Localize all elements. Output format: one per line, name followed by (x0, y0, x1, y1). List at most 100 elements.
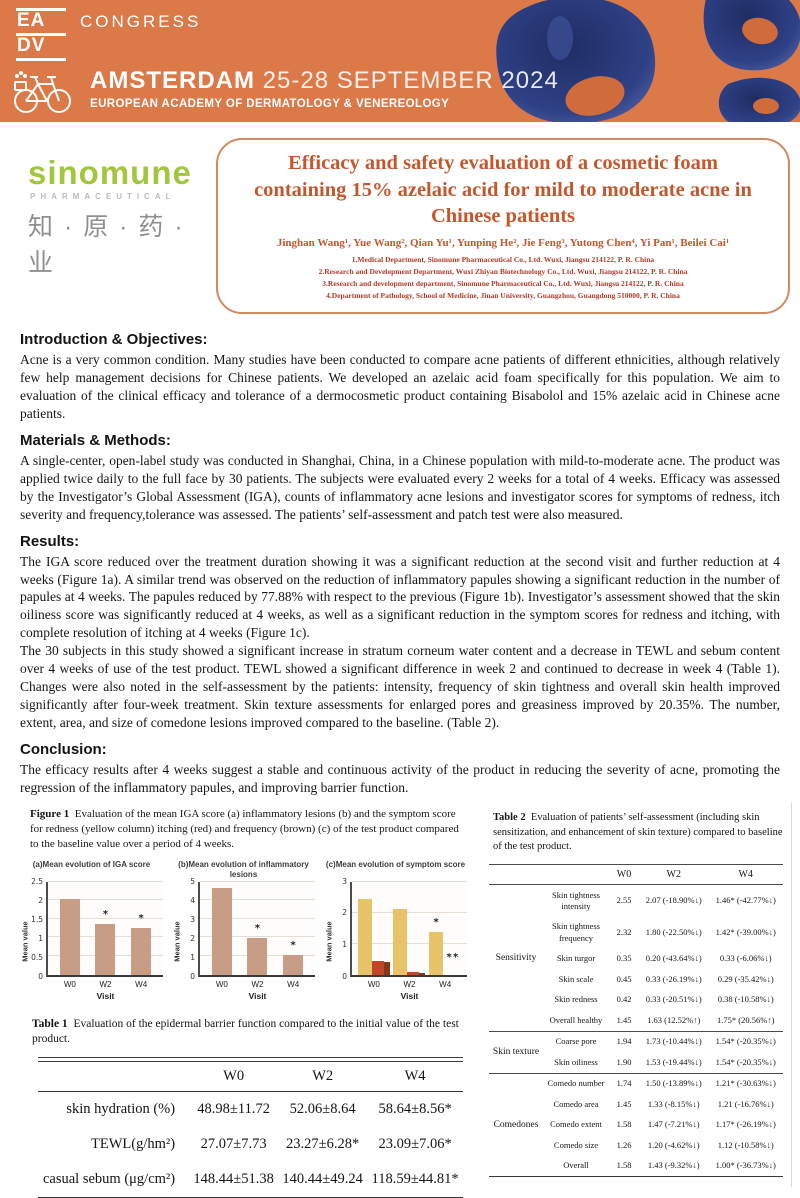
chart-symptom-score: (c)Mean evolution of symptom score Mean v… (324, 860, 467, 1001)
significance-asterisk: * (433, 916, 439, 928)
table1-caption: Table 1 Evaluation of the epidermal barr… (20, 1017, 467, 1048)
x-tick-W2: W2 (99, 979, 112, 989)
chart-plot-area: Mean value 0 0.5 1 1.5 2 2.5 * * W0 W2 W4 Visit (20, 877, 163, 1001)
bar-value-W4 (283, 955, 304, 975)
table1-value: 23.27±6.28* (286, 1135, 360, 1152)
bar-value-W2 (95, 923, 116, 975)
congress-label: CONGRESS (80, 12, 202, 31)
table2-value: 0.33 (-20.51%↓) (645, 994, 702, 1005)
banner-text: AMSTERDAM 25-28 SEPTEMBER 2024 EUROPEAN … (90, 67, 559, 110)
table2-value: 0.33 (-26.19%↓) (645, 973, 702, 984)
bar-frequency-W0 (378, 961, 390, 975)
bar-value-W0 (211, 887, 232, 975)
significance-asterisk: * (254, 922, 261, 934)
y-tick-0: 0 (190, 971, 195, 981)
table2-value: 1.75* (20.56%↑) (717, 1014, 775, 1025)
bar-redness-W4 (429, 931, 444, 975)
table1-value: 27.07±7.73 (200, 1135, 267, 1152)
eadv-letters-top: EA (16, 10, 66, 36)
table2-value: 1.58 (616, 1119, 632, 1130)
table1-row-label: TEWL(g/hm²) (91, 1135, 176, 1152)
table2-value: 2.07 (-18.90%↓) (639, 884, 709, 917)
bar-group-W2 (393, 882, 426, 975)
bar-group-W2: * (95, 882, 116, 975)
brand-title-row: sinomune PHARMACEUTICAL 知 · 原 · 药 · 业 Ef… (0, 122, 800, 320)
plot: * * (46, 880, 163, 977)
methods-text: A single-center, open-label study was co… (20, 452, 780, 522)
section-methods: Materials & Methods: A single-center, op… (20, 432, 780, 524)
table1-col-W2: W2 (278, 1061, 368, 1092)
y-tick-2: 2 (190, 933, 195, 943)
bar-redness-W0 (357, 898, 372, 975)
y-tick-1: 1 (38, 933, 43, 943)
table2-row: Skin oiliness 1.90 1.53 (-19.44%↓) 1.54* (-… (489, 1052, 783, 1073)
body-sections: Introduction & Objectives: Acne is a ver… (0, 320, 800, 797)
table2-param-label: Skin oiliness (554, 1056, 598, 1067)
table2-value: 1.90 (616, 1056, 632, 1067)
table2-group-label: Sensitivity (489, 884, 543, 1032)
table1-value: 148.44±51.38 (189, 1161, 279, 1198)
eadv-logo: EA DV CONGRESS (0, 0, 800, 61)
x-axis-ticks: W0 W2 W4 (200, 977, 315, 989)
table1-value: 58.64±8.56* (378, 1100, 452, 1117)
table2-value: 1.26 (616, 1139, 632, 1150)
x-axis-label: Visit (400, 990, 419, 1001)
right-column: Table 2 Evaluation of patients’ self-ass… (487, 802, 792, 1188)
table2-row: Skin scale 0.45 0.33 (-26.19%↓) 0.29 (-35.4… (489, 969, 783, 989)
chart-plot-area: Mean value 0 1 2 3 * * * W0 W2 W4 Visit (324, 877, 467, 1001)
chart-title: (c)Mean evolution of symptom score (325, 859, 466, 869)
gridline (200, 936, 315, 938)
table2-value: 1.00* (-36.73%↓) (715, 1160, 776, 1171)
eadv-mark: EA DV (16, 8, 66, 61)
significance-asterisk: * (290, 940, 296, 952)
congress-banner: EA DV CONGRESS AMSTERDAM 25-28 SEPTEMBER… (0, 0, 800, 122)
table2-value: 1.45 (616, 1098, 632, 1109)
table2-row: Comedo extent 1.58 1.47 (-7.21%↓) 1.17* (-2… (489, 1115, 783, 1135)
x-tick-W2: W2 (251, 979, 264, 989)
sinomune-chinese-name: 知 · 原 · 药 · 业 (28, 213, 185, 277)
left-column: Figure 1 Evaluation of the mean IGA scor… (20, 803, 467, 1198)
affiliations-list: 1.Medical Department, Sinomune Pharmaceu… (240, 254, 766, 302)
abstract-blobs-decoration (496, 0, 800, 122)
x-axis-label: Visit (96, 990, 115, 1001)
section-heading-introduction: Introduction & Objectives: (20, 330, 208, 348)
x-tick-W4: W4 (287, 979, 300, 989)
table1-wrap: W0 W2 W4 skin hydration (%) 48.98±11.72 52.06… (38, 1056, 463, 1198)
significance-asterisk: * (446, 951, 452, 963)
table1-row: TEWL(g/hm²) 27.07±7.73 23.27±6.28* 23.09±7.… (38, 1127, 463, 1162)
table1-col-W4: W4 (367, 1061, 463, 1092)
table2-value: 0.29 (-35.42%↓) (717, 973, 774, 984)
figure1-caption-text: Evaluation of the mean IGA score (a) inf… (30, 807, 459, 850)
gridline (200, 917, 315, 919)
x-axis-label: Visit (248, 990, 267, 1001)
table1-header-row: W0 W2 W4 (38, 1061, 463, 1092)
table2-row: Skin turgor 0.35 0.20 (-43.64%↓) 0.33 (-6.0… (489, 949, 783, 969)
gridline (352, 880, 467, 882)
table2-value: 1.80 (-22.50%↓) (645, 927, 702, 938)
y-tick-1: 1 (190, 952, 195, 962)
table2-row: Skin tightness frequency 2.32 1.80 (-22.50… (489, 917, 783, 949)
gridline (48, 899, 163, 901)
y-tick-4: 4 (190, 895, 195, 905)
table2-value: 1.42* (-39.00%↓) (715, 927, 776, 938)
table2-col-W4: W4 (708, 864, 783, 886)
table2-value: 1.33 (-8.15%↓) (647, 1098, 700, 1109)
table2-value: 1.54* (-20.35%↓) (708, 1030, 783, 1053)
affiliation-1: 1.Medical Department, Sinomune Pharmaceu… (351, 254, 655, 264)
bicycle-icon (14, 70, 71, 113)
bar-group-W2: * (247, 882, 268, 975)
bar-group-W4: * * * (429, 882, 461, 975)
x-axis-ticks: W0 W2 W4 (48, 977, 163, 989)
section-heading-conclusion: Conclusion: (20, 741, 107, 759)
table2-value: 2.32 (616, 927, 632, 938)
table2-value: 0.45 (616, 973, 632, 984)
bar-group-W0 (59, 882, 80, 975)
section-heading-methods: Materials & Methods: (20, 431, 171, 449)
table2-row: Sensitivity Skin tightness intensity 2.55 2… (489, 884, 783, 1032)
table2-value: 1.50 (-13.89%↓) (639, 1072, 709, 1095)
table1-row-label: casual sebum (μg/cm²) (38, 1161, 190, 1198)
y-tick-2.5: 2.5 (31, 876, 43, 886)
affiliation-4: 4.Department of Pathology, School of Med… (326, 290, 680, 300)
figure1-charts: (a)Mean evolution of IGA score Mean value… (20, 860, 467, 1001)
